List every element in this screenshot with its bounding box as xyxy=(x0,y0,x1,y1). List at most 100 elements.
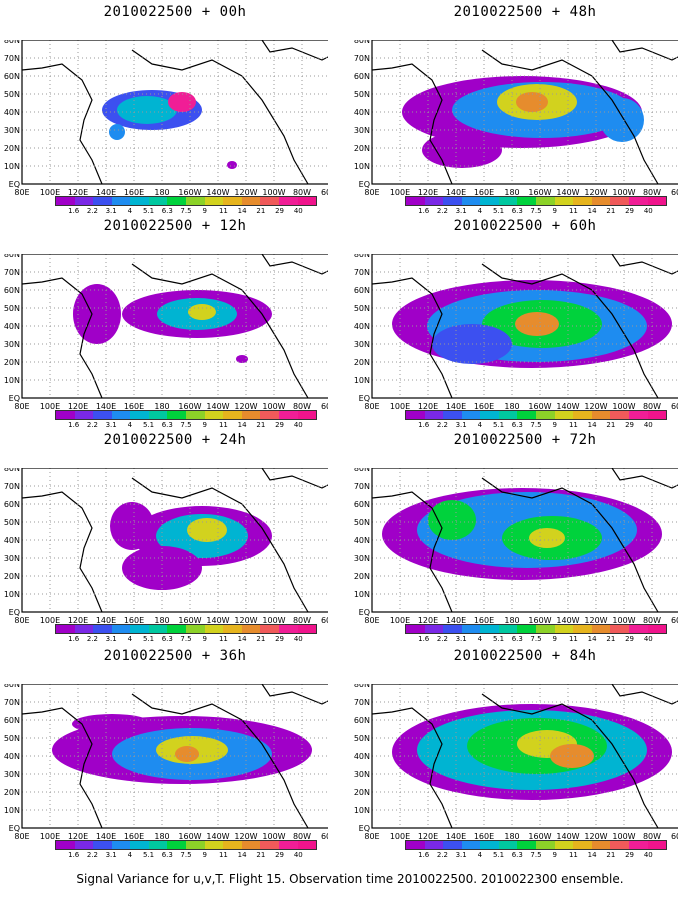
colorbar-level-label: 1.6 xyxy=(68,421,80,429)
colorbar-swatch xyxy=(148,197,168,205)
lat-tick-label: EQ xyxy=(9,824,20,833)
variance-contour xyxy=(515,312,559,336)
colorbar-level-label: 4 xyxy=(127,851,133,859)
lon-tick-label: 60W xyxy=(321,188,328,197)
lat-tick-label: 30N xyxy=(4,554,20,563)
colorbar-swatch xyxy=(93,625,112,633)
variance-contour xyxy=(175,746,199,762)
colorbar-swatch xyxy=(461,411,481,419)
variance-contour xyxy=(516,92,548,112)
map-frame xyxy=(21,254,328,399)
lon-tick-label: 100E xyxy=(390,402,410,411)
lon-tick-label: 100W xyxy=(262,188,285,197)
lon-tick-label: 140E xyxy=(96,832,116,841)
variance-contour xyxy=(529,528,565,548)
lon-tick-label: 120E xyxy=(418,616,438,625)
colorbar-swatch xyxy=(536,197,555,205)
colorbar xyxy=(55,840,317,850)
colorbar-level-label: 21 xyxy=(606,207,616,215)
colorbar-level-label: 7.5 xyxy=(530,851,542,859)
lon-tick-label: 80W xyxy=(643,188,661,197)
colorbar-level-label: 11 xyxy=(218,635,228,643)
colorbar-swatch xyxy=(461,841,481,849)
colorbar-level-label: 2.2 xyxy=(436,421,448,429)
map-frame xyxy=(371,468,678,613)
colorbar-level-label: 3.1 xyxy=(105,421,117,429)
lon-tick-label: 100W xyxy=(262,402,285,411)
colorbar-swatch xyxy=(536,625,555,633)
colorbar-level-label: 3.1 xyxy=(455,851,467,859)
colorbar-swatch xyxy=(610,625,629,633)
colorbar-level-label: 5.1 xyxy=(492,851,505,859)
colorbar-level-label: 14 xyxy=(587,207,597,215)
variance-contour xyxy=(600,98,644,142)
lon-tick-label: 80W xyxy=(643,616,661,625)
panel-title: 2010022500 + 72h xyxy=(453,432,597,448)
colorbar-level-label: 40 xyxy=(643,421,653,429)
lon-tick-label: 180 xyxy=(154,188,169,197)
colorbar-swatch xyxy=(74,841,94,849)
colorbar-swatch xyxy=(628,841,648,849)
lon-tick-label: 180 xyxy=(504,616,519,625)
colorbar xyxy=(55,410,317,420)
colorbar-swatch xyxy=(148,841,168,849)
lon-tick-label: 160W xyxy=(528,832,551,841)
colorbar-level-label: 11 xyxy=(568,635,578,643)
lon-tick-label: 100W xyxy=(612,616,635,625)
colorbar-swatch xyxy=(517,411,537,419)
lat-tick-label: 40N xyxy=(4,108,20,117)
lat-tick-label: 60N xyxy=(4,72,20,81)
lat-tick-label: 50N xyxy=(354,304,370,313)
colorbar-level-label: 1.6 xyxy=(418,207,430,215)
panel-title: 2010022500 + 60h xyxy=(453,218,597,234)
lat-tick-label: 50N xyxy=(354,90,370,99)
colorbar-swatch xyxy=(186,411,205,419)
forecast-panel: 2010022500 + 72h EQ 10N 20N 30N 40N 50N 60N 70N 8… xyxy=(350,428,700,643)
colorbar-swatch xyxy=(424,411,444,419)
colorbar-swatch xyxy=(536,841,555,849)
lat-tick-label: 10N xyxy=(4,590,20,599)
colorbar-level-label: 29 xyxy=(275,851,285,859)
lon-tick-label: 160E xyxy=(474,832,494,841)
lon-tick-label: 60W xyxy=(321,832,328,841)
lat-tick-label: 60N xyxy=(4,286,20,295)
colorbar-level-label: 5.1 xyxy=(492,207,505,215)
colorbar-swatch xyxy=(628,625,648,633)
lon-tick-label: 140W xyxy=(556,832,579,841)
colorbar-swatch xyxy=(56,411,75,419)
lon-tick-label: 140E xyxy=(446,402,466,411)
lon-tick-label: 100W xyxy=(612,832,635,841)
variance-map: EQ 10N 20N 30N 40N 50N 60N 70N 80N 80E 100E 120E 140… xyxy=(354,40,678,197)
colorbar-level-label: 29 xyxy=(625,635,635,643)
panel-title: 2010022500 + 00h xyxy=(103,4,247,20)
colorbar-swatch xyxy=(297,625,317,633)
lat-tick-label: 80N xyxy=(354,40,370,45)
lon-tick-label: 140W xyxy=(206,832,229,841)
colorbar-swatch xyxy=(573,625,592,633)
lat-tick-label: 70N xyxy=(4,268,20,277)
lon-tick-label: 160W xyxy=(178,616,201,625)
colorbar-level-label: 29 xyxy=(275,207,285,215)
lon-tick-label: 160W xyxy=(528,616,551,625)
lon-tick-label: 100E xyxy=(390,616,410,625)
colorbar-swatch xyxy=(591,625,611,633)
colorbar-swatch xyxy=(278,625,298,633)
colorbar-swatch xyxy=(647,197,667,205)
colorbar-level-label: 6.3 xyxy=(161,851,173,859)
lon-tick-label: 180 xyxy=(504,188,519,197)
colorbar-level-label: 21 xyxy=(256,207,266,215)
colorbar-level-label: 5.1 xyxy=(142,851,155,859)
colorbar-labels: 1.6 2.2 3.1 4 5.1 6.3 7.5 9 11 14 21 29 40 xyxy=(55,635,317,645)
colorbar-swatch xyxy=(56,841,75,849)
colorbar-level-label: 3.1 xyxy=(455,207,467,215)
lat-tick-label: 20N xyxy=(4,358,20,367)
lon-tick-label: 100E xyxy=(390,188,410,197)
variance-map: EQ 10N 20N 30N 40N 50N 60N 70N 80N 80E 100E 120E 140… xyxy=(4,684,328,841)
colorbar-labels: 1.6 2.2 3.1 4 5.1 6.3 7.5 9 11 14 21 29 40 xyxy=(55,207,317,217)
colorbar-swatch xyxy=(591,841,611,849)
lon-tick-label: 120W xyxy=(234,832,257,841)
lat-tick-label: 70N xyxy=(4,54,20,63)
colorbar-level-label: 11 xyxy=(218,851,228,859)
lon-tick-label: 120E xyxy=(418,188,438,197)
colorbar-swatch xyxy=(93,197,112,205)
